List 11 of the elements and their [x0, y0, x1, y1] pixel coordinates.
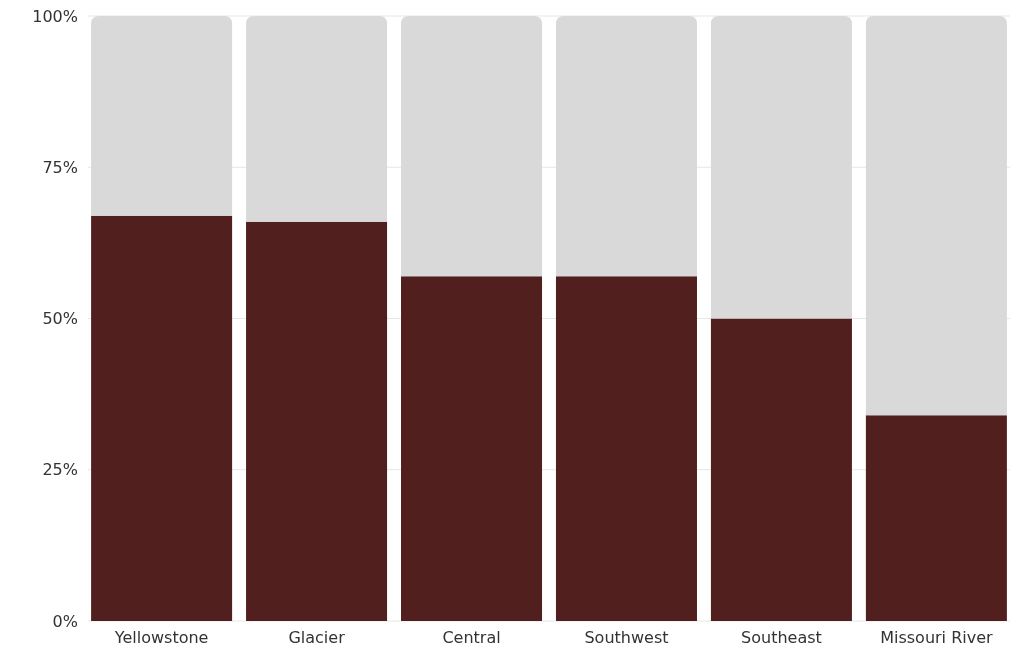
- x-tick-label: Central: [442, 628, 501, 647]
- x-tick-label: Missouri River: [880, 628, 994, 647]
- x-tick-label: Glacier: [288, 628, 346, 647]
- y-tick-label: 100%: [32, 6, 78, 26]
- y-tick-label: 0%: [52, 611, 78, 631]
- y-tick-label: 50%: [42, 309, 78, 329]
- x-tick-label: Yellowstone: [113, 628, 209, 647]
- x-tick-label: Southeast: [741, 628, 822, 647]
- y-tick-label: 75%: [42, 157, 78, 177]
- y-tick-label: 25%: [42, 460, 78, 480]
- x-tick-label: Southwest: [584, 628, 669, 647]
